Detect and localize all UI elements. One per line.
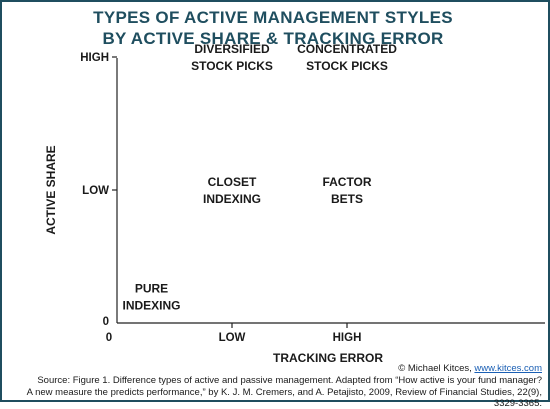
data-point-label-line: CLOSET	[208, 175, 257, 189]
data-point-label: CLOSET INDEXING	[203, 175, 261, 206]
y-tick-label: LOW	[82, 185, 109, 197]
x-tick-label: 0	[106, 332, 112, 344]
source-line-2: A new measure the predicts performance,”…	[26, 387, 542, 409]
data-point-label-line: FACTOR	[322, 175, 371, 189]
chart-title: TYPES OF ACTIVE MANAGEMENT STYLES	[93, 8, 453, 27]
data-point-label-line: INDEXING	[122, 298, 180, 312]
data-point-label-line: DIVERSIFIED	[194, 42, 270, 56]
data-point-label: CONCENTRATED STOCK PICKS	[297, 42, 397, 73]
data-point-label-line: INDEXING	[203, 192, 261, 206]
data-point-label: PURE INDEXING	[122, 281, 180, 312]
source-line-1: Source: Figure 1. Difference types of ac…	[37, 375, 542, 386]
y-tick-label: 0	[103, 316, 109, 328]
data-point-label: DIVERSIFIED STOCK PICKS	[191, 42, 273, 73]
y-tick-label: HIGH	[80, 52, 109, 64]
data-point-label: FACTOR BETS	[322, 175, 371, 206]
x-tick-label: LOW	[219, 332, 246, 344]
x-tick-label: HIGH	[333, 332, 362, 344]
data-point-label-line: STOCK PICKS	[191, 59, 273, 73]
y-axis-label: ACTIVE SHARE	[44, 145, 58, 234]
data-point-label-line: STOCK PICKS	[306, 59, 388, 73]
chart-subtitle: BY ACTIVE SHARE & TRACKING ERROR	[102, 29, 444, 48]
data-point-label-line: BETS	[331, 192, 363, 206]
kitces-link[interactable]: www.kitces.com	[474, 363, 542, 374]
x-axis-label: TRACKING ERROR	[273, 351, 383, 365]
data-point-label-line: CONCENTRATED	[297, 42, 397, 56]
credit-text: © Michael Kitces,	[398, 363, 475, 374]
data-point-label-line: PURE	[135, 281, 168, 295]
copyright-credit: © Michael Kitces, www.kitces.com	[398, 363, 542, 374]
